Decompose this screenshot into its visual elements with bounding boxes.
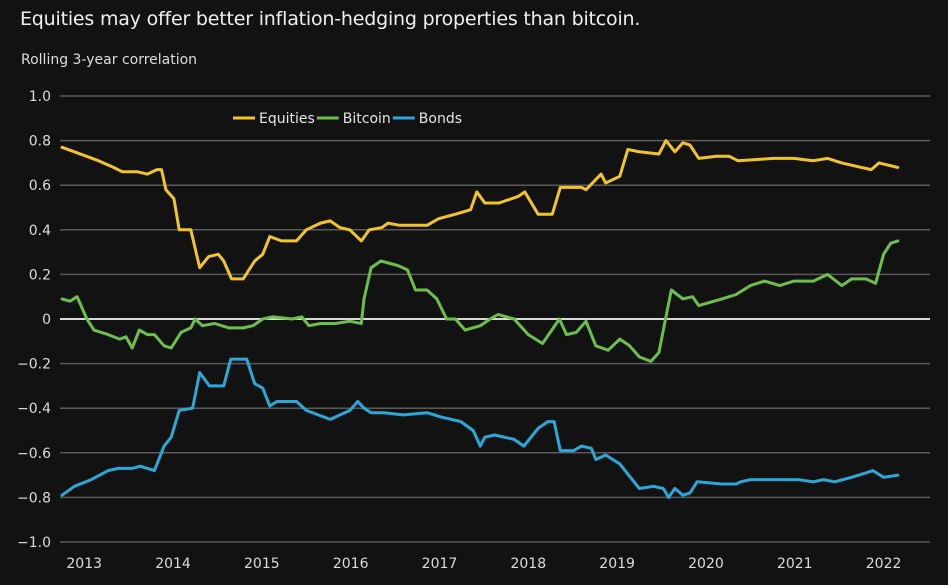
legend-label: Bonds — [419, 111, 462, 127]
y-tick-label: 1.0 — [29, 89, 51, 105]
y-tick-label: 0.8 — [29, 134, 51, 150]
y-axis-ticks: 1.0 0.8 0.6 0.4 0.2 0 −0.2 −0.4 −0.6 −0.8 −1.0 — [17, 89, 51, 551]
series-line-bonds — [60, 357, 900, 499]
y-tick-label: 0.6 — [29, 178, 51, 194]
x-tick-label: 2017 — [422, 556, 458, 572]
y-tick-label: −0.8 — [17, 490, 51, 506]
legend-label: Equities — [259, 111, 315, 127]
legend-label: Bitcoin — [343, 111, 391, 127]
y-tick-label: 0.4 — [29, 223, 51, 239]
x-tick-label: 2015 — [244, 556, 280, 572]
legend-item-bonds: Bonds — [392, 111, 462, 127]
y-tick-label: −0.6 — [17, 446, 51, 462]
y-tick-label: −1.0 — [17, 535, 51, 551]
x-axis-ticks: 2013 2014 2015 2016 2017 2018 2019 2020 2021 2022 — [66, 556, 901, 572]
x-tick-label: 2022 — [866, 556, 902, 572]
y-tick-label: 0 — [42, 312, 51, 328]
x-tick-label: 2020 — [688, 556, 724, 572]
x-tick-label: 2013 — [66, 556, 102, 572]
y-tick-label: 0.2 — [29, 267, 51, 283]
y-tick-label: −0.4 — [17, 401, 51, 417]
series-lines — [60, 139, 900, 499]
x-tick-label: 2016 — [333, 556, 369, 572]
x-tick-label: 2021 — [777, 556, 813, 572]
legend-item-equities: Equities — [233, 111, 315, 127]
y-tick-label: −0.2 — [17, 357, 51, 373]
chart-title: Equities may offer better inflation-hedg… — [20, 8, 641, 30]
series-line-equities — [60, 139, 900, 281]
y-axis-title: Rolling 3-year correlation — [21, 52, 198, 68]
legend: Equities Bitcoin Bonds — [233, 111, 462, 127]
series-line-bitcoin — [60, 239, 900, 363]
x-tick-label: 2019 — [599, 556, 635, 572]
x-tick-label: 2014 — [155, 556, 191, 572]
legend-item-bitcoin: Bitcoin — [316, 111, 391, 127]
gridlines — [60, 95, 930, 543]
x-tick-label: 2018 — [510, 556, 546, 572]
